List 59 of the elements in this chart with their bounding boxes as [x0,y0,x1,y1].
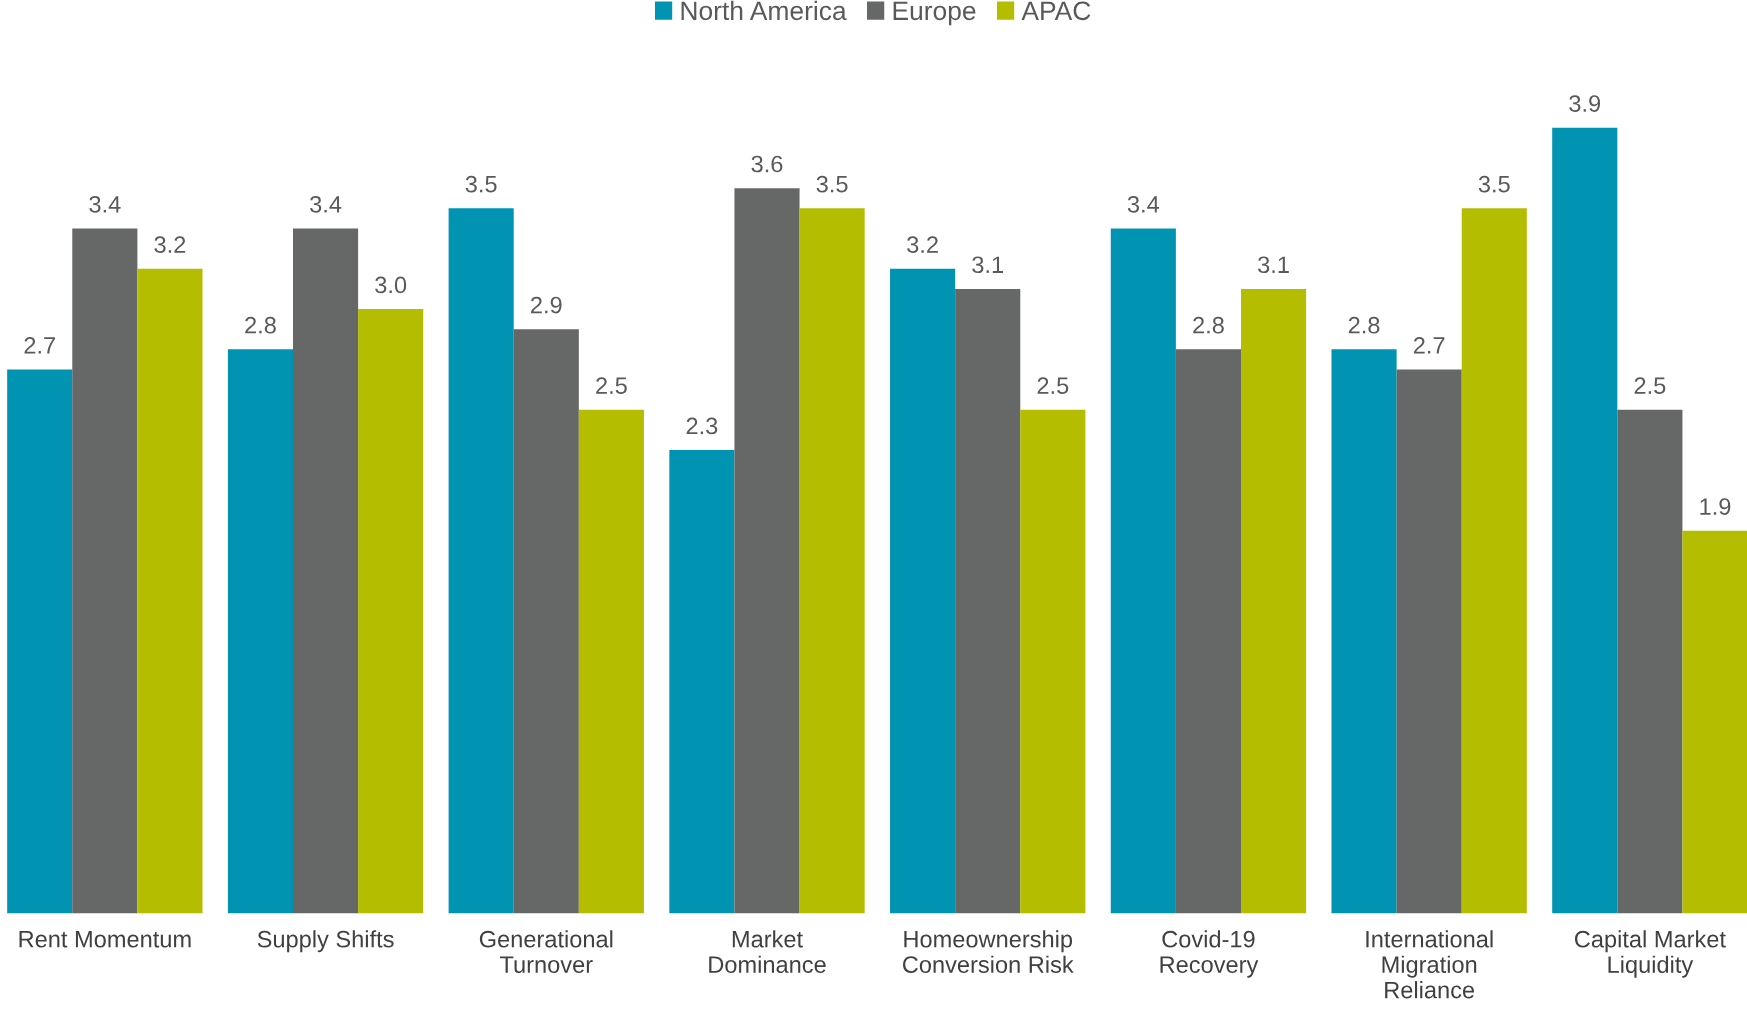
data-label: 3.4 [310,195,342,213]
data-label: 2.5 [1037,377,1069,395]
x-tick-label: Supply Shifts [257,930,394,953]
x-tick-label: Rent Momentum [19,931,191,948]
data-label: 3.4 [1127,195,1160,213]
data-label: 3.1 [1258,256,1289,274]
x-tick-label: Capital Market Liquidity [1574,930,1726,978]
bar [1617,409,1683,914]
data-label: 3.6 [751,155,783,173]
bar [448,208,514,914]
legend-label: Europe [893,1,976,26]
data-label: 2.9 [531,296,562,314]
data-label: 2.8 [245,316,276,334]
legend-label: North America [681,0,847,21]
bar [1241,288,1307,914]
data-label: 3.1 [972,256,1003,274]
bar [293,228,359,914]
bar [955,288,1021,914]
data-label: 3.5 [465,175,497,193]
x-tick-label: Covid-19 Recovery [1160,930,1259,978]
data-label: 3.5 [816,175,848,193]
bar [7,369,73,914]
data-label: 3.5 [1478,175,1510,193]
data-label: 2.7 [1413,336,1445,354]
x-tick-label: International Migration Reliance [1366,930,1493,999]
data-label: 2.7 [24,336,55,354]
x-tick-label: Homeownership Conversion Risk [902,930,1074,973]
data-label: 3.4 [89,195,121,213]
bar [1552,127,1618,914]
data-label: 2.8 [1348,316,1380,334]
data-label: 3.2 [154,236,186,253]
x-tick-label: Generational Turnover [479,930,613,973]
data-label: 3.0 [375,276,407,294]
bar [1020,409,1086,914]
bar [1682,530,1747,914]
bar [1396,369,1462,914]
bar [578,409,644,914]
bar [72,228,138,914]
bar [358,309,424,914]
data-label: 2.5 [1634,377,1666,395]
bar [734,188,800,914]
bar [513,329,579,914]
bar [227,349,294,914]
bar [137,268,203,914]
data-label: 2.8 [1193,316,1224,334]
data-label: 3.9 [1569,95,1601,112]
data-label: 2.3 [686,417,718,435]
data-label: 2.5 [596,377,627,395]
bar [1175,349,1241,914]
data-label: 3.2 [907,236,938,253]
legend-label: APAC [1021,1,1091,21]
bar [799,208,865,914]
bar [1331,349,1397,914]
bar [890,268,956,914]
bar [1461,208,1527,914]
bar [1110,228,1176,914]
bar [669,450,735,914]
data-label: 1.9 [1700,498,1731,515]
x-tick-label: Market Dominance [709,930,826,973]
